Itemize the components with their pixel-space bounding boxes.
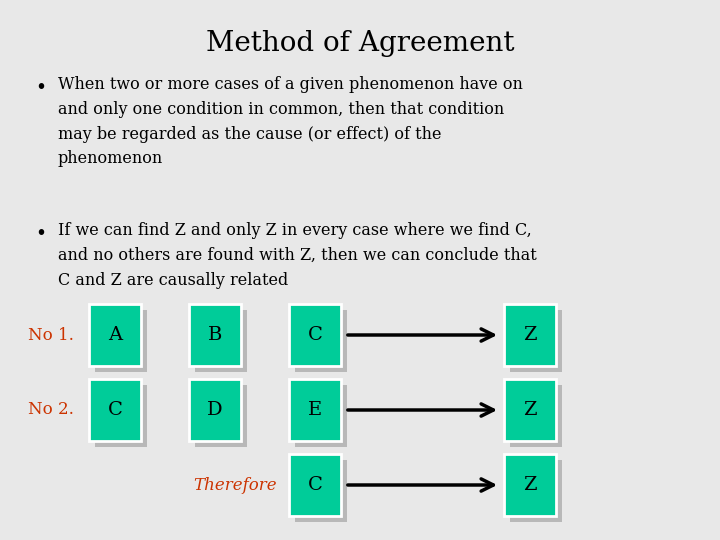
Text: •: • [35, 78, 46, 97]
Bar [289, 379, 341, 441]
Text: Z: Z [523, 401, 536, 419]
Text: No 2.: No 2. [28, 402, 74, 418]
Text: Z: Z [523, 476, 536, 494]
Bar [504, 454, 556, 516]
Text: E: E [308, 401, 322, 419]
Bar [295, 310, 347, 372]
Bar [510, 310, 562, 372]
Text: Method of Agreement: Method of Agreement [206, 30, 514, 57]
Text: No 1.: No 1. [28, 327, 74, 343]
Text: Therefore: Therefore [193, 476, 276, 494]
Bar [289, 454, 341, 516]
Text: If we can find Z and only Z in every case where we find C,
and no others are fou: If we can find Z and only Z in every cas… [58, 222, 536, 288]
Bar [295, 460, 347, 522]
Bar [189, 304, 241, 366]
Text: B: B [208, 326, 222, 344]
Bar [289, 304, 341, 366]
Bar [510, 460, 562, 522]
Bar [89, 304, 141, 366]
Bar [89, 379, 141, 441]
Bar [195, 310, 247, 372]
Text: C: C [307, 476, 323, 494]
Bar [510, 385, 562, 447]
Text: When two or more cases of a given phenomenon have on
and only one condition in c: When two or more cases of a given phenom… [58, 76, 523, 167]
Text: D: D [207, 401, 222, 419]
Text: C: C [307, 326, 323, 344]
Bar [504, 304, 556, 366]
Bar [95, 385, 147, 447]
Text: A: A [108, 326, 122, 344]
Text: Z: Z [523, 326, 536, 344]
Bar [95, 310, 147, 372]
Bar [504, 379, 556, 441]
Bar [295, 385, 347, 447]
Text: C: C [107, 401, 122, 419]
Bar [195, 385, 247, 447]
Text: •: • [35, 224, 46, 243]
Bar [189, 379, 241, 441]
